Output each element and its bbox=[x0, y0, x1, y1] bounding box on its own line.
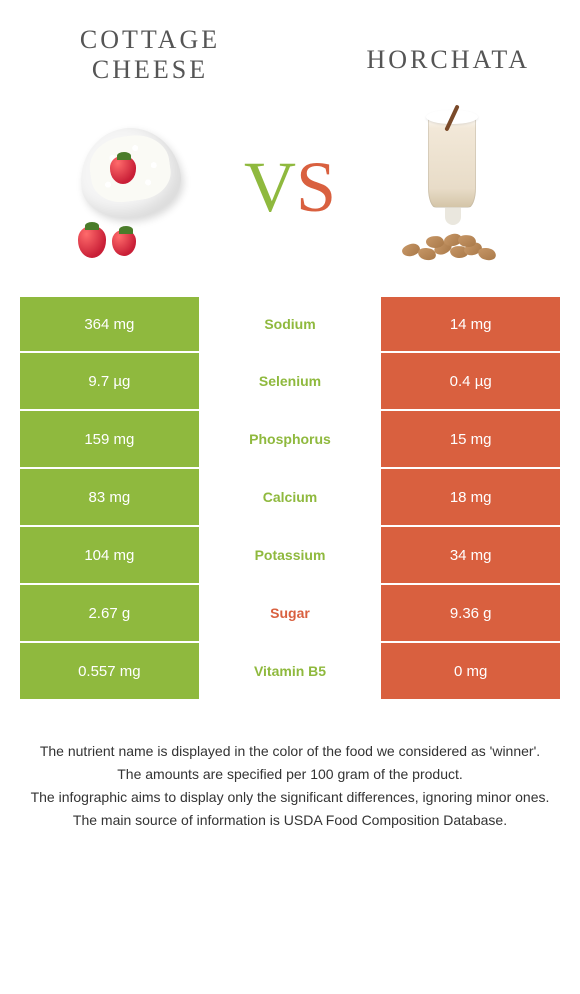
right-value: 9.36 g bbox=[379, 585, 560, 641]
right-value: 14 mg bbox=[379, 297, 560, 351]
nutrient-label: Sugar bbox=[201, 585, 380, 641]
footer-notes: The nutrient name is displayed in the co… bbox=[0, 701, 580, 831]
nutrient-label: Vitamin B5 bbox=[201, 643, 380, 699]
table-row: 159 mgPhosphorus15 mg bbox=[20, 411, 560, 469]
footer-line-2: The amounts are specified per 100 gram o… bbox=[30, 764, 550, 785]
nutrient-label: Sodium bbox=[201, 297, 380, 351]
table-row: 364 mgSodium14 mg bbox=[20, 295, 560, 353]
left-value: 159 mg bbox=[20, 411, 201, 467]
right-value: 0 mg bbox=[379, 643, 560, 699]
vs-label: VS bbox=[244, 146, 336, 229]
table-row: 104 mgPotassium34 mg bbox=[20, 527, 560, 585]
nutrient-label: Potassium bbox=[201, 527, 380, 583]
header: COTTAGE CHEESE HORCHATA bbox=[0, 0, 580, 95]
right-value: 0.4 µg bbox=[379, 353, 560, 409]
nutrient-label: Calcium bbox=[201, 469, 380, 525]
food-right-title: HORCHATA bbox=[330, 25, 530, 85]
vs-s: S bbox=[296, 147, 336, 227]
left-value: 364 mg bbox=[20, 297, 201, 351]
left-value: 2.67 g bbox=[20, 585, 201, 641]
right-value: 18 mg bbox=[379, 469, 560, 525]
vs-v: V bbox=[244, 147, 296, 227]
left-value: 0.557 mg bbox=[20, 643, 201, 699]
images-row: VS bbox=[0, 95, 580, 295]
table-row: 83 mgCalcium18 mg bbox=[20, 469, 560, 527]
nutrient-label: Phosphorus bbox=[201, 411, 380, 467]
table-row: 9.7 µgSelenium0.4 µg bbox=[20, 353, 560, 411]
footer-line-1: The nutrient name is displayed in the co… bbox=[30, 741, 550, 762]
right-value: 15 mg bbox=[379, 411, 560, 467]
comparison-table: 364 mgSodium14 mg9.7 µgSelenium0.4 µg159… bbox=[20, 295, 560, 701]
food-left-image bbox=[45, 103, 215, 273]
footer-line-4: The main source of information is USDA F… bbox=[30, 810, 550, 831]
left-value: 9.7 µg bbox=[20, 353, 201, 409]
food-right-image bbox=[365, 103, 535, 273]
table-row: 2.67 gSugar9.36 g bbox=[20, 585, 560, 643]
nutrient-label: Selenium bbox=[201, 353, 380, 409]
right-value: 34 mg bbox=[379, 527, 560, 583]
food-left-title: COTTAGE CHEESE bbox=[50, 25, 250, 85]
left-value: 83 mg bbox=[20, 469, 201, 525]
footer-line-3: The infographic aims to display only the… bbox=[30, 787, 550, 808]
table-row: 0.557 mgVitamin B50 mg bbox=[20, 643, 560, 701]
left-value: 104 mg bbox=[20, 527, 201, 583]
